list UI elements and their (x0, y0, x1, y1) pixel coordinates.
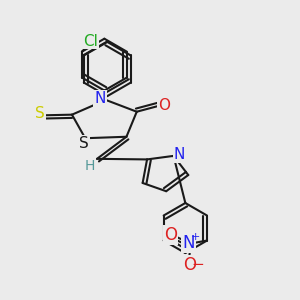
Text: O: O (183, 256, 196, 274)
Text: S: S (35, 106, 45, 121)
Text: N: N (174, 147, 185, 162)
Text: O: O (164, 226, 177, 244)
Text: N: N (94, 91, 106, 106)
Text: H: H (85, 159, 95, 173)
Text: O: O (158, 98, 170, 113)
Text: S: S (79, 136, 88, 151)
Text: Cl: Cl (83, 34, 98, 49)
Text: +: + (191, 232, 200, 242)
Text: −: − (191, 257, 204, 272)
Text: N: N (182, 234, 195, 252)
